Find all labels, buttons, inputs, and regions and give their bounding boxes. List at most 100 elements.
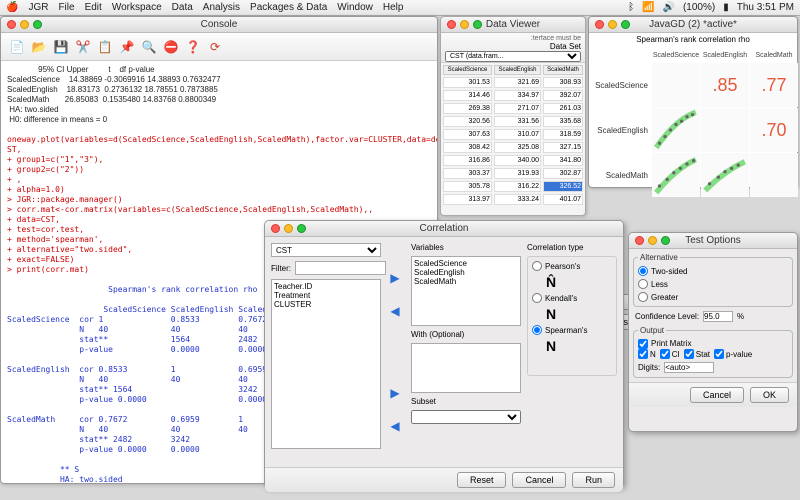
zoom-icon[interactable]: [661, 236, 670, 245]
twosided-radio[interactable]: Two-sided: [638, 266, 788, 276]
spearman-radio[interactable]: Spearman's: [532, 325, 612, 335]
table-cell[interactable]: 303.37: [443, 168, 492, 179]
help-icon[interactable]: ❓: [185, 39, 201, 55]
clock[interactable]: Thu 3:51 PM: [737, 2, 794, 13]
menu-packages[interactable]: Packages & Data: [250, 2, 327, 13]
reset-button[interactable]: Reset: [457, 472, 507, 488]
add-with-button[interactable]: ▶: [387, 386, 403, 400]
table-cell[interactable]: 308.42: [443, 142, 492, 153]
close-icon[interactable]: [7, 20, 16, 29]
bluetooth-icon[interactable]: ᛒ: [628, 2, 634, 13]
digits-input[interactable]: [664, 362, 714, 373]
table-cell[interactable]: 261.03: [543, 103, 583, 114]
paste-icon[interactable]: 📌: [119, 39, 135, 55]
printmatrix-check[interactable]: Print Matrix: [638, 339, 788, 349]
table-cell[interactable]: 321.69: [494, 77, 541, 88]
table-cell[interactable]: 334.97: [494, 90, 541, 101]
menu-data[interactable]: Data: [172, 2, 193, 13]
menu-analysis[interactable]: Analysis: [203, 2, 240, 13]
minimize-icon[interactable]: [284, 224, 293, 233]
minimize-icon[interactable]: [20, 20, 29, 29]
subset-select[interactable]: [411, 410, 521, 424]
table-cell[interactable]: 392.07: [543, 90, 583, 101]
remove-var-button[interactable]: ◀: [387, 304, 403, 318]
table-cell[interactable]: 340.00: [494, 155, 541, 166]
data-table[interactable]: ScaledScienceScaledEnglishScaledMath 301…: [441, 63, 585, 207]
zoom-icon[interactable]: [621, 20, 630, 29]
zoom-icon[interactable]: [473, 20, 482, 29]
zoom-icon[interactable]: [297, 224, 306, 233]
table-cell[interactable]: 320.56: [443, 116, 492, 127]
less-radio[interactable]: Less: [638, 279, 788, 289]
greater-radio[interactable]: Greater: [638, 292, 788, 302]
conf-input[interactable]: [703, 311, 733, 322]
table-cell[interactable]: 271.07: [494, 103, 541, 114]
minimize-icon[interactable]: [460, 20, 469, 29]
list-item[interactable]: Treatment: [274, 291, 378, 300]
refresh-icon[interactable]: ⟳: [207, 39, 223, 55]
stop-icon[interactable]: ⛔: [163, 39, 179, 55]
table-cell[interactable]: 325.08: [494, 142, 541, 153]
save-icon[interactable]: 💾: [53, 39, 69, 55]
close-icon[interactable]: [271, 224, 280, 233]
copy-icon[interactable]: 📋: [97, 39, 113, 55]
table-cell[interactable]: 314.46: [443, 90, 492, 101]
col-header[interactable]: ScaledEnglish: [494, 65, 541, 75]
menu-help[interactable]: Help: [383, 2, 404, 13]
table-cell[interactable]: 333.24: [494, 194, 541, 205]
kendall-radio[interactable]: Kendall's: [532, 293, 612, 303]
stat-check[interactable]: Stat: [684, 349, 710, 359]
new-icon[interactable]: 📄: [9, 39, 25, 55]
apple-icon[interactable]: 🍎: [6, 2, 18, 13]
table-cell[interactable]: 308.93: [543, 77, 583, 88]
menu-file[interactable]: File: [58, 2, 74, 13]
table-cell[interactable]: 302.87: [543, 168, 583, 179]
available-vars-list[interactable]: Teacher.ID Treatment CLUSTER: [271, 279, 381, 449]
table-cell[interactable]: 310.07: [494, 129, 541, 140]
table-cell[interactable]: 319.93: [494, 168, 541, 179]
table-cell[interactable]: 331.56: [494, 116, 541, 127]
volume-icon[interactable]: 🔊: [663, 2, 675, 13]
table-cell[interactable]: 316.22: [494, 181, 541, 192]
open-icon[interactable]: 📂: [31, 39, 47, 55]
table-cell[interactable]: 301.53: [443, 77, 492, 88]
close-icon[interactable]: [447, 20, 456, 29]
table-cell[interactable]: 313.97: [443, 194, 492, 205]
ok-button[interactable]: OK: [750, 387, 789, 403]
variables-list[interactable]: ScaledScience ScaledEnglish ScaledMath: [411, 256, 521, 326]
testopt-titlebar[interactable]: Test Options: [629, 233, 797, 249]
menu-workspace[interactable]: Workspace: [112, 2, 162, 13]
cancel-button[interactable]: Cancel: [512, 472, 566, 488]
table-cell[interactable]: 307.63: [443, 129, 492, 140]
table-cell[interactable]: 401.07: [543, 194, 583, 205]
menu-jgr[interactable]: JGR: [28, 2, 48, 13]
table-cell[interactable]: 318.59: [543, 129, 583, 140]
dataviewer-titlebar[interactable]: Data Viewer: [441, 17, 585, 33]
dataset-select[interactable]: CST (data.fram...: [445, 51, 581, 62]
table-cell[interactable]: 341.80: [543, 155, 583, 166]
col-header[interactable]: ScaledMath: [543, 65, 583, 75]
close-icon[interactable]: [635, 236, 644, 245]
table-cell[interactable]: 305.78: [443, 181, 492, 192]
correlation-titlebar[interactable]: Correlation: [265, 221, 623, 237]
filter-input[interactable]: [295, 261, 386, 275]
table-cell[interactable]: 316.86: [443, 155, 492, 166]
pvalue-check[interactable]: p-value: [714, 349, 752, 359]
table-cell[interactable]: 335.68: [543, 116, 583, 127]
with-list[interactable]: [411, 343, 521, 393]
remove-with-button[interactable]: ◀: [387, 419, 403, 433]
col-header[interactable]: ScaledScience: [443, 65, 492, 75]
menu-edit[interactable]: Edit: [85, 2, 102, 13]
minimize-icon[interactable]: [648, 236, 657, 245]
list-item[interactable]: ScaledScience: [414, 259, 518, 268]
console-titlebar[interactable]: Console: [1, 17, 437, 33]
binoculars-icon[interactable]: 🔍: [141, 39, 157, 55]
n-check[interactable]: N: [638, 349, 656, 359]
table-cell[interactable]: 327.15: [543, 142, 583, 153]
cancel-button[interactable]: Cancel: [690, 387, 744, 403]
add-var-button[interactable]: ▶: [387, 271, 403, 285]
list-item[interactable]: CLUSTER: [274, 300, 378, 309]
table-cell[interactable]: 326.52: [543, 181, 583, 192]
pearson-radio[interactable]: Pearson's: [532, 261, 612, 271]
zoom-icon[interactable]: [33, 20, 42, 29]
